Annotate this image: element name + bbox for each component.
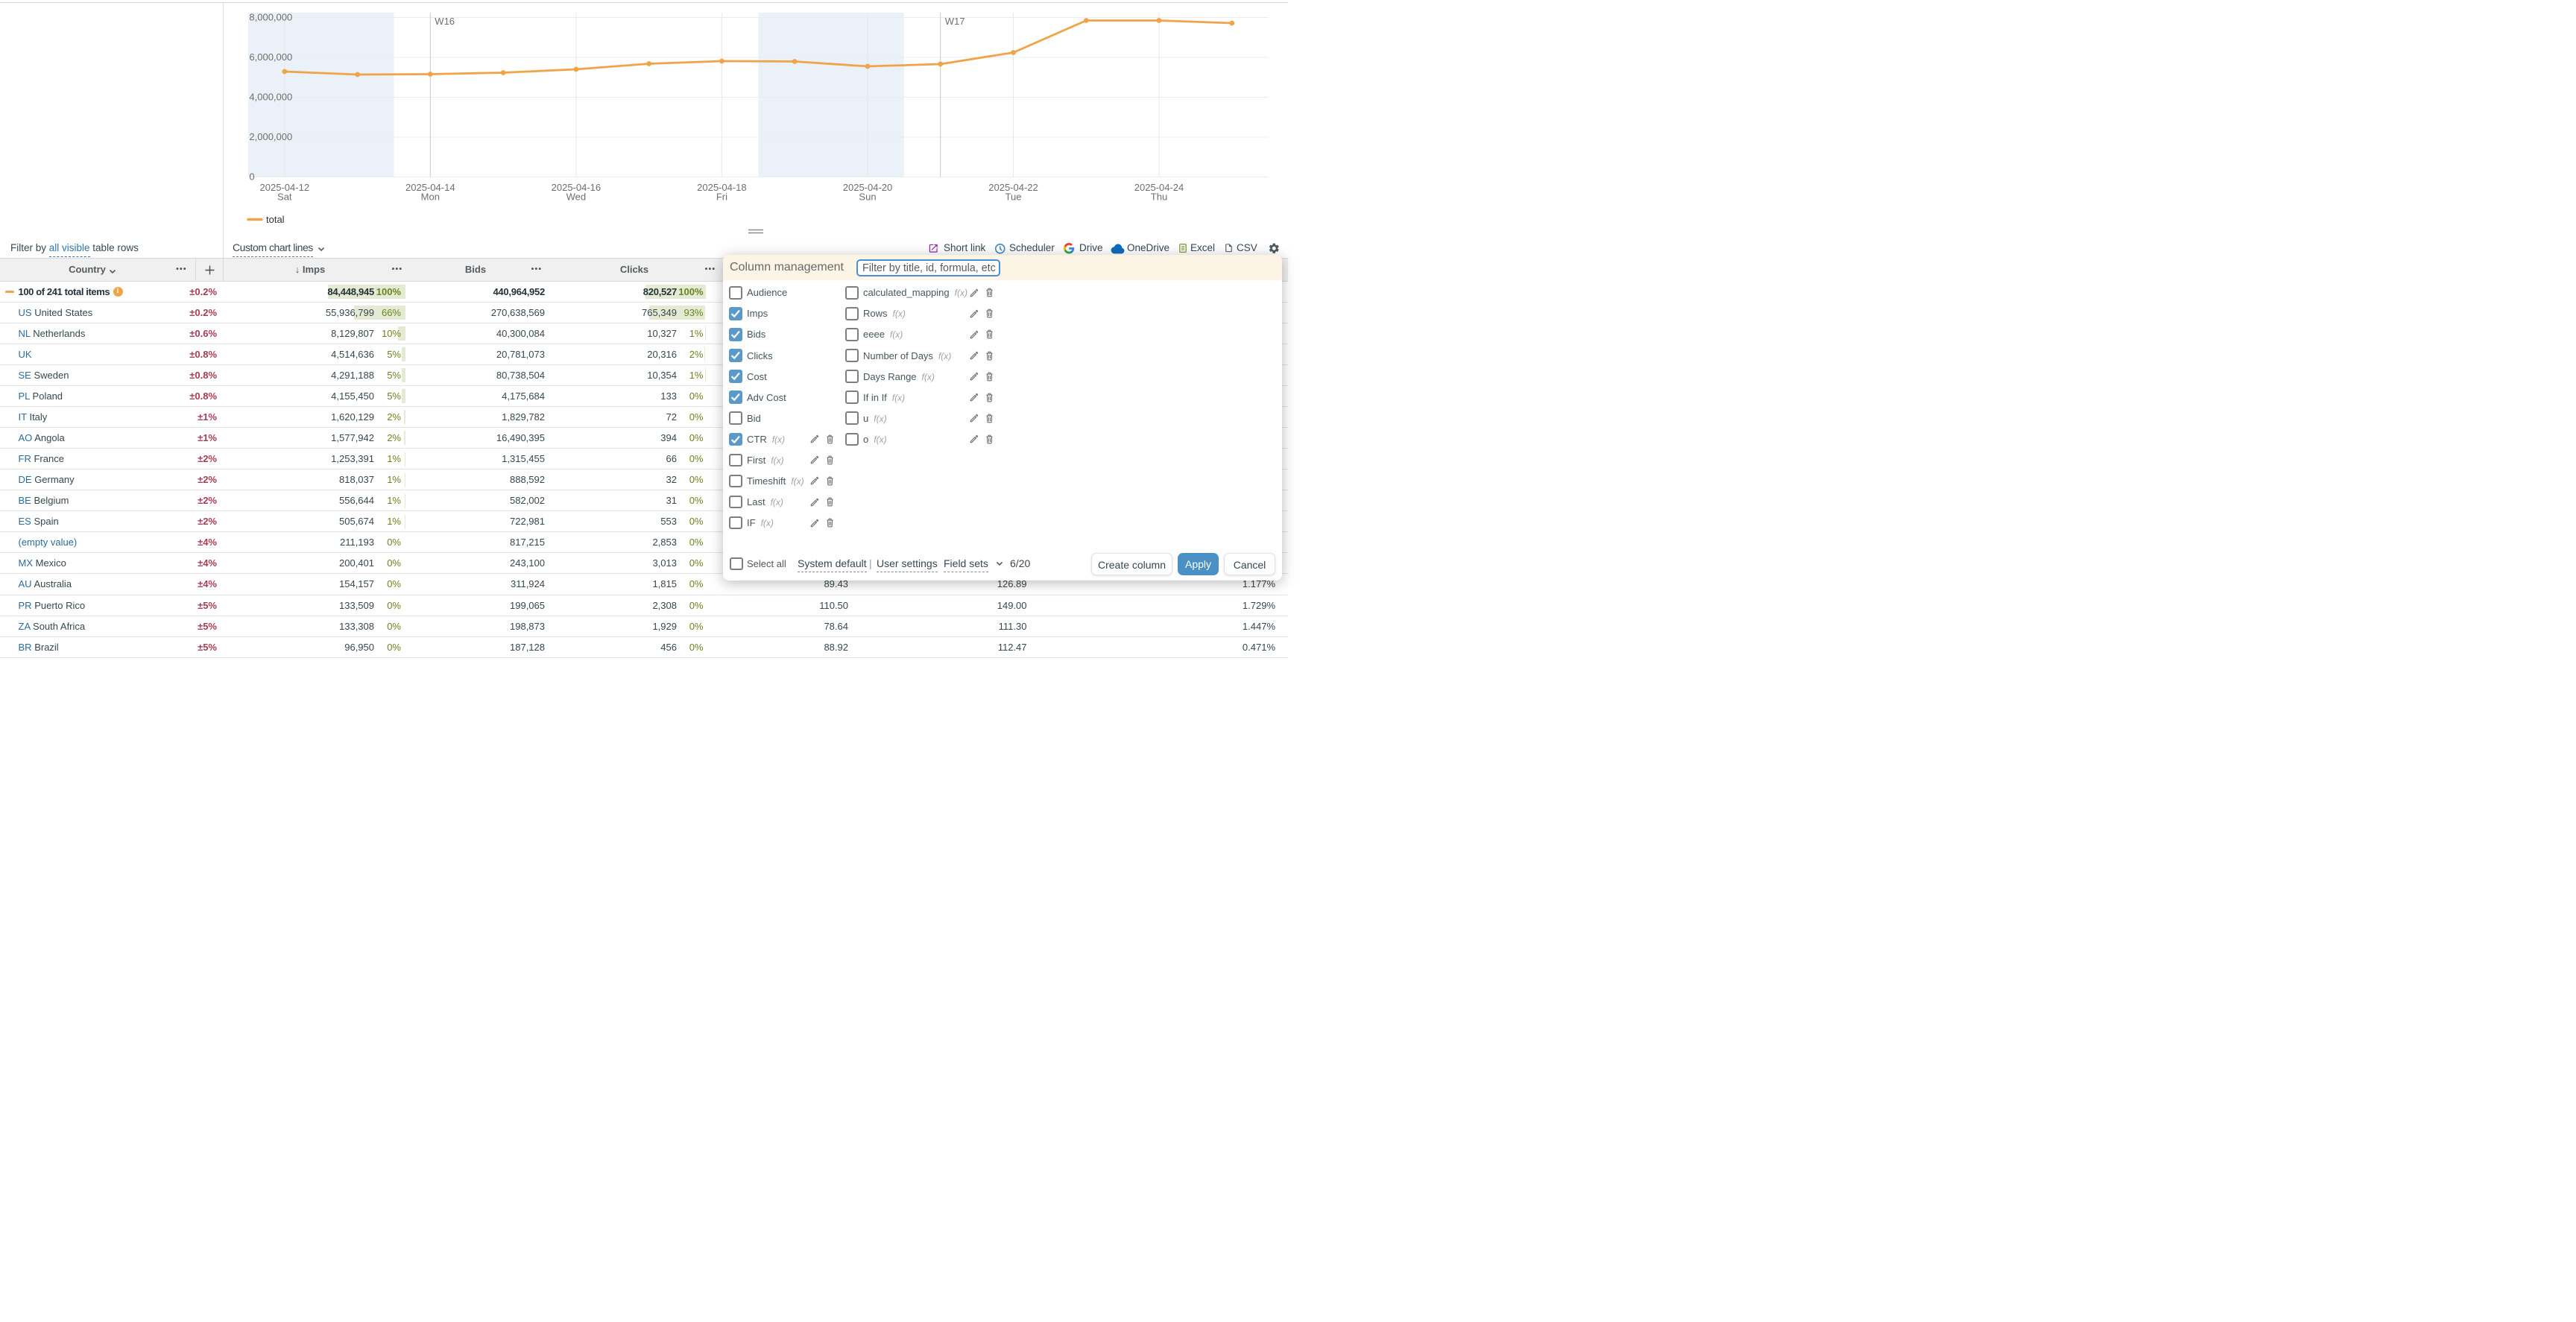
svg-text:6,000,000: 6,000,000	[249, 51, 292, 63]
svg-text:Thu: Thu	[1151, 192, 1167, 203]
svg-text:2025-04-16: 2025-04-16	[552, 182, 602, 193]
svg-text:4,000,000: 4,000,000	[249, 91, 292, 102]
svg-text:2025-04-24: 2025-04-24	[1134, 182, 1184, 193]
svg-text:W16: W16	[435, 16, 455, 27]
svg-text:2025-04-18: 2025-04-18	[697, 182, 747, 193]
svg-text:0: 0	[249, 171, 254, 182]
svg-text:Fri: Fri	[716, 192, 727, 203]
svg-text:W17: W17	[945, 16, 965, 27]
svg-text:2025-04-20: 2025-04-20	[843, 182, 893, 193]
svg-text:2025-04-22: 2025-04-22	[988, 182, 1038, 193]
svg-text:Mon: Mon	[421, 192, 440, 203]
svg-text:2025-04-14: 2025-04-14	[405, 182, 455, 193]
svg-text:Tue: Tue	[1006, 192, 1022, 203]
svg-text:2,000,000: 2,000,000	[249, 131, 292, 142]
svg-text:2025-04-12: 2025-04-12	[260, 182, 310, 193]
svg-text:total: total	[266, 214, 285, 225]
svg-text:Sun: Sun	[859, 192, 876, 203]
svg-text:Wed: Wed	[566, 192, 587, 203]
svg-text:Sat: Sat	[277, 192, 292, 203]
svg-text:8,000,000: 8,000,000	[249, 11, 292, 22]
